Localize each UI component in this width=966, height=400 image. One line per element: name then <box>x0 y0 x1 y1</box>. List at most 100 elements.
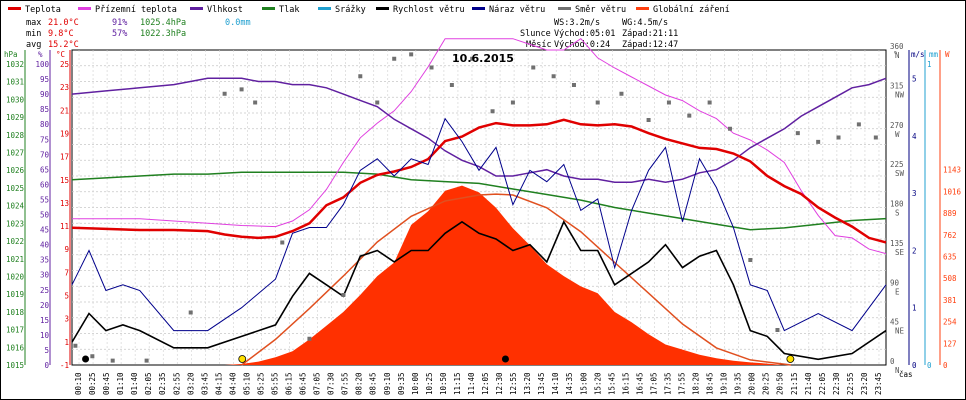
radiation-tick: 381 <box>943 296 957 305</box>
x-tick: 05:55 <box>271 372 280 395</box>
humidity-line <box>71 77 887 184</box>
temp-tick: 3 <box>64 315 69 324</box>
radiation-tick: 508 <box>943 274 957 283</box>
pressure-tick: 1025 <box>6 184 24 193</box>
stats-avg-label: avg <box>26 40 41 50</box>
temp-tick: 7 <box>64 268 69 277</box>
x-tick: 22:30 <box>832 372 841 395</box>
x-tick: 07:05 <box>313 372 322 395</box>
wind-direction-point <box>409 52 414 57</box>
x-tick: 03:20 <box>186 372 195 395</box>
humidity-tick: 90 <box>40 90 50 99</box>
radiation-tick: 127 <box>943 339 957 348</box>
stats-min-label: min <box>26 29 41 39</box>
theoretical-radiation-line <box>241 193 792 366</box>
wind-direction-point <box>253 100 258 105</box>
wind-direction-point <box>239 87 244 92</box>
wind-direction-point <box>490 109 495 114</box>
direction-cardinal-tick: NE <box>895 327 905 336</box>
wind-tick: 2 <box>912 246 917 255</box>
legend-label: Rychlost větru <box>393 5 465 15</box>
legend-label: Vlhkost <box>207 5 243 15</box>
legend-label: Teplota <box>25 5 61 15</box>
info-moon-rise: Východ:0:24 <box>554 40 610 50</box>
humidity-tick: 15 <box>40 316 49 325</box>
direction-tick: 360 <box>890 42 904 51</box>
wind-direction-point <box>836 135 841 140</box>
unit-rain: mm <box>929 50 939 59</box>
wind-speed-line <box>71 220 887 361</box>
direction-cardinal-tick: W <box>895 130 900 139</box>
pressure-line <box>71 171 887 231</box>
pressure-tick: 1023 <box>6 219 24 228</box>
info-moon-set: Západ:12:47 <box>622 40 678 50</box>
x-tick: 13:20 <box>523 372 532 395</box>
stats-min-hum: 57% <box>112 29 127 39</box>
stats-block: max 21.0°C 91% 1025.4hPa 0.0mm min 9.8°C… <box>26 18 251 50</box>
humidity-tick: 35 <box>40 256 49 265</box>
humidity-tick: 85 <box>40 105 49 114</box>
unit-wind: m/s <box>911 50 925 59</box>
wind-direction-point <box>531 65 536 70</box>
global-radiation-area <box>224 185 785 365</box>
temperature-line <box>71 118 887 244</box>
x-tick: 15:45 <box>607 372 616 395</box>
unit-time: čas <box>899 370 913 379</box>
wind-direction-point <box>795 131 800 136</box>
x-tick: 20:50 <box>776 372 785 395</box>
x-tick: 21:15 <box>790 372 799 395</box>
x-tick: 10:50 <box>439 372 448 395</box>
wind-direction-point <box>707 100 712 105</box>
humidity-tick: 45 <box>40 226 49 235</box>
radiation-tick: 0 <box>943 361 948 370</box>
legend-label: Přízemní teplota <box>95 5 177 15</box>
pressure-tick: 1015 <box>6 361 24 370</box>
direction-tick: 0 <box>890 357 895 366</box>
humidity-tick: 65 <box>40 165 49 174</box>
pressure-tick: 1032 <box>6 60 24 69</box>
x-tick: 07:55 <box>341 372 350 395</box>
axis-ticks: 1032103110301029102810271026102510241023… <box>6 42 962 395</box>
wind-direction-point <box>816 139 821 144</box>
legend-label: Směr větru <box>575 5 626 15</box>
legend-label: Globální záření <box>653 5 730 15</box>
wind-direction-point <box>727 126 732 131</box>
sunrise-marker <box>238 355 247 363</box>
wind-direction-point <box>510 100 515 105</box>
temp-tick: 5 <box>64 292 69 301</box>
unit-rad: W <box>945 50 950 59</box>
legend-swatch <box>376 7 389 10</box>
direction-tick: 315 <box>890 81 904 90</box>
humidity-tick: 10 <box>40 331 50 340</box>
radiation-tick: 635 <box>943 253 957 262</box>
x-tick: 10:25 <box>425 372 434 395</box>
direction-tick: 90 <box>890 278 900 287</box>
x-tick: 13:45 <box>537 372 546 395</box>
wind-gust-line <box>71 117 887 332</box>
wind-direction-point <box>571 83 576 87</box>
pressure-tick: 1024 <box>6 202 25 211</box>
x-tick: 04:40 <box>228 372 237 395</box>
x-tick: 18:45 <box>706 372 715 395</box>
temp-tick: 25 <box>60 60 69 69</box>
wind-direction-point <box>551 74 556 79</box>
wind-direction-point <box>392 56 397 61</box>
x-tick: 19:10 <box>720 372 729 395</box>
sun-moon-info: WS:3.2m/s WG:4.5m/s Slunce Východ:05:01 … <box>520 18 678 50</box>
wind-tick: 0 <box>912 361 917 370</box>
moonrise-marker <box>82 355 90 363</box>
humidity-tick: 95 <box>40 75 49 84</box>
x-tick: 23:45 <box>874 372 883 395</box>
x-tick: 00:25 <box>88 372 97 395</box>
axis-units: hPa % °C ° m/s mm W čas <box>4 50 950 379</box>
wind-direction-point <box>775 328 780 332</box>
x-tick: 01:40 <box>130 372 139 395</box>
direction-cardinal-tick: N <box>895 366 900 375</box>
pressure-tick: 1027 <box>6 149 24 158</box>
radiation-tick: 1016 <box>943 187 962 196</box>
wind-direction-point <box>856 122 861 127</box>
temp-tick: 21 <box>60 106 69 115</box>
pressure-tick: 1022 <box>6 237 24 246</box>
x-tick: 17:05 <box>649 372 658 395</box>
wind-direction-point <box>307 336 312 341</box>
